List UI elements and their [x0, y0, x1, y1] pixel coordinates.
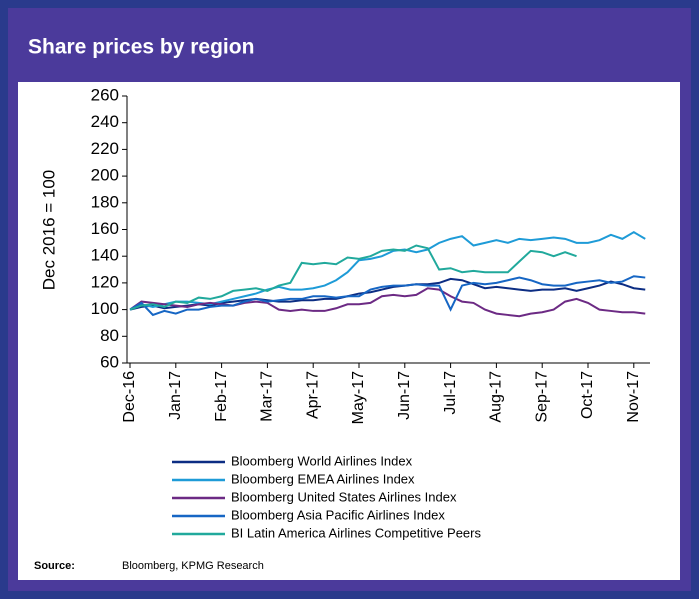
source-label: Source: [34, 560, 75, 572]
legend-label: BI Latin America Airlines Competitive Pe… [231, 525, 481, 540]
y-tick-label: 120 [91, 272, 119, 291]
x-tick-label: Feb-17 [213, 371, 230, 422]
legend-label: Bloomberg EMEA Airlines Index [231, 471, 415, 486]
y-tick-label: 260 [91, 85, 119, 104]
x-tick-label: Jul-17 [442, 371, 459, 415]
x-tick-label: Jan-17 [167, 371, 184, 420]
chart-title: Share prices by region [28, 36, 254, 59]
y-tick-label: 100 [91, 299, 119, 318]
panel [18, 82, 680, 580]
y-tick-label: 240 [91, 112, 119, 131]
x-tick-label: Apr-17 [304, 371, 321, 419]
x-tick-label: Jun-17 [396, 371, 413, 420]
series-line [129, 244, 577, 311]
y-tick-label: 160 [91, 219, 119, 238]
x-tick-label: May-17 [350, 371, 367, 424]
x-tick-label: Mar-17 [259, 371, 276, 422]
series-line [129, 287, 646, 318]
y-tick-label: 220 [91, 139, 119, 158]
legend-label: Bloomberg World Airlines Index [231, 453, 413, 468]
y-tick-label: 200 [91, 166, 119, 185]
series-line [129, 275, 646, 317]
y-tick-label: 180 [91, 192, 119, 211]
y-tick-label: 80 [100, 326, 119, 345]
x-tick-label: Nov-17 [625, 371, 642, 423]
legend-label: Bloomberg Asia Pacific Airlines Index [231, 507, 445, 522]
y-tick-label: 140 [91, 246, 119, 265]
x-tick-label: Oct-17 [579, 371, 596, 419]
y-tick-label: 60 [100, 352, 119, 371]
legend-label: Bloomberg United States Airlines Index [231, 489, 457, 504]
x-tick-label: Dec-16 [121, 371, 138, 423]
x-tick-label: Aug-17 [488, 371, 505, 423]
x-tick-label: Sep-17 [533, 371, 550, 423]
y-axis-label: Dec 2016 = 100 [39, 170, 58, 291]
source: Bloomberg, KPMG Research [122, 560, 264, 572]
